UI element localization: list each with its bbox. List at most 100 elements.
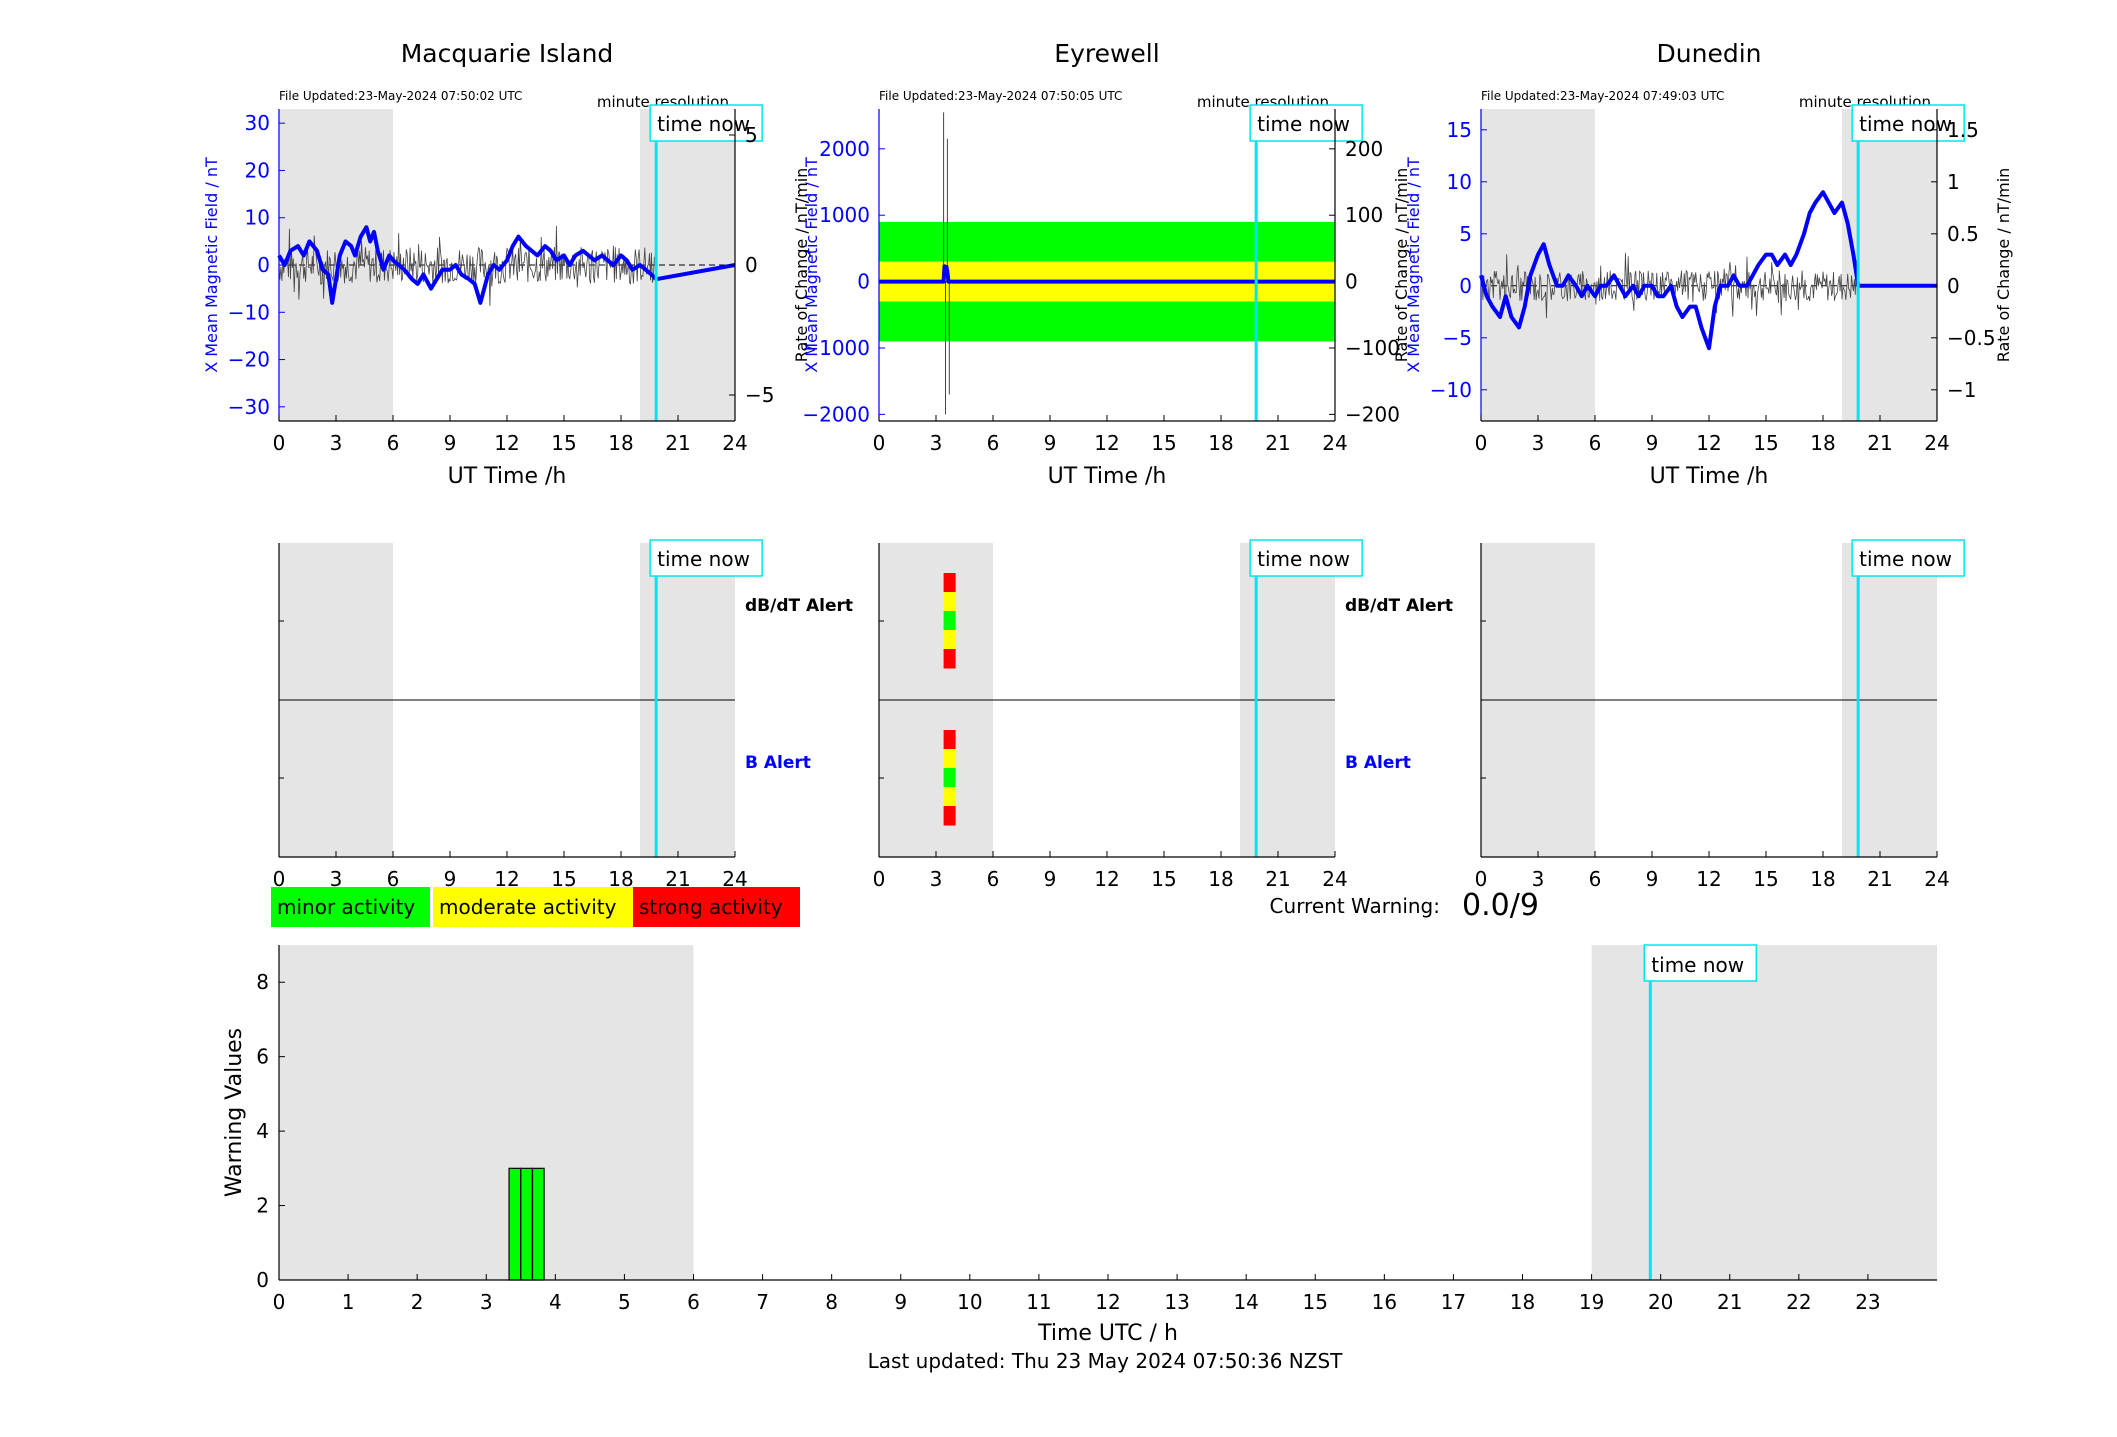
x-tick-label: 4 xyxy=(549,1290,562,1314)
y-left-tick-label: 0 xyxy=(857,270,870,294)
night-shading xyxy=(1591,945,1937,1280)
file-updated-label: File Updated:23-May-2024 07:50:05 UTC xyxy=(879,89,1122,103)
alert-block-minor xyxy=(943,768,956,788)
x-tick-label: 21 xyxy=(665,431,690,455)
x-tick-label: 1 xyxy=(342,1290,355,1314)
x-tick-label: 6 xyxy=(987,867,1000,891)
y-left-tick-label: 10 xyxy=(245,206,270,230)
y-right-tick-label: 0 xyxy=(1947,274,1960,298)
y-right-axis-label: Rate of Change / nT/min xyxy=(1392,168,1411,363)
field-panel-2: Eyrewell File Updated:23-May-2024 07:50:0… xyxy=(802,39,1411,489)
x-tick-label: 11 xyxy=(1026,1290,1051,1314)
x-tick-label: 18 xyxy=(1208,867,1233,891)
y-left-tick-label: 5 xyxy=(1459,222,1472,246)
time-now-label: time now xyxy=(1859,547,1952,571)
y-right-tick-label: 0 xyxy=(745,253,758,277)
x-tick-label: 15 xyxy=(1753,431,1778,455)
alert-block-strong xyxy=(943,806,956,826)
legend-minor-swatch xyxy=(271,887,430,927)
x-tick-label: 7 xyxy=(756,1290,769,1314)
y-left-tick-label: 10 xyxy=(1447,170,1472,194)
x-tick-label: 0 xyxy=(273,867,286,891)
y-right-tick-label: 100 xyxy=(1345,203,1383,227)
x-tick-label: 12 xyxy=(1094,431,1119,455)
x-tick-label: 9 xyxy=(444,431,457,455)
x-tick-label: 19 xyxy=(1579,1290,1604,1314)
y-tick-label: 4 xyxy=(256,1119,269,1143)
warning-bar xyxy=(508,1167,522,1281)
activity-legend: minor activity moderate activity strong ac… xyxy=(271,887,800,927)
y-right-tick-label: −200 xyxy=(1345,402,1400,426)
x-tick-label: 21 xyxy=(1717,1290,1742,1314)
alert-block-moderate xyxy=(943,592,956,612)
x-tick-label: 21 xyxy=(1265,867,1290,891)
alert-panel-2: time now 0 3 6 9 12 15 18 21 24 dB/dT Alert B Alert xyxy=(873,539,1453,891)
x-tick-label: 0 xyxy=(873,867,886,891)
y-left-tick-label: −10 xyxy=(1430,378,1472,402)
x-tick-label: 9 xyxy=(1044,431,1057,455)
field-panel-1: Macquarie Island File Updated:23-May-2024… xyxy=(202,39,811,489)
time-now-label: time now xyxy=(1257,547,1350,571)
x-tick-label: 3 xyxy=(330,431,343,455)
y-left-tick-label: 15 xyxy=(1447,118,1472,142)
x-tick-label: 15 xyxy=(1303,1290,1328,1314)
time-now-box xyxy=(649,539,763,577)
x-tick-label: 0 xyxy=(273,1290,286,1314)
alert-block-strong xyxy=(943,573,956,593)
y-right-tick-label: 1.5 xyxy=(1947,118,1979,142)
x-tick-label: 24 xyxy=(1924,867,1949,891)
x-tick-label: 14 xyxy=(1233,1290,1258,1314)
y-tick-label: 6 xyxy=(256,1045,269,1069)
y-left-tick-label: −2000 xyxy=(802,402,870,426)
x-tick-label: 5 xyxy=(618,1290,631,1314)
time-now-label: time now xyxy=(1859,112,1952,136)
x-tick-label: 24 xyxy=(722,431,747,455)
x-axis-label: UT Time /h xyxy=(448,464,567,489)
x-tick-label: 0 xyxy=(1475,867,1488,891)
x-tick-label: 3 xyxy=(1532,867,1545,891)
panel-title: Macquarie Island xyxy=(401,39,614,68)
y-left-tick-label: 1000 xyxy=(819,203,870,227)
alert-block-moderate xyxy=(943,749,956,769)
time-now-box xyxy=(1851,539,1965,577)
current-warning-value: 0.0/9 xyxy=(1462,888,1539,923)
x-axis-label: UT Time /h xyxy=(1048,464,1167,489)
alert-block-strong xyxy=(943,730,956,750)
x-tick-label: 12 xyxy=(494,431,519,455)
x-tick-label: 6 xyxy=(387,867,400,891)
alert-panels: time now 0 3 6 9 12 15 18 21 24 dB/dT Alert B Alert… xyxy=(273,539,1965,891)
dbdt-alert-label: dB/dT Alert xyxy=(745,596,853,616)
y-tick-label: 8 xyxy=(256,970,269,994)
time-now-box xyxy=(1851,104,1965,142)
x-tick-label: 9 xyxy=(894,1290,907,1314)
y-right-tick-label: 0.5 xyxy=(1947,222,1979,246)
panel-title: Dunedin xyxy=(1657,39,1762,68)
x-tick-label: 24 xyxy=(1322,867,1347,891)
time-now-box xyxy=(1643,944,1758,982)
x-tick-label: 12 xyxy=(1696,867,1721,891)
x-tick-label: 6 xyxy=(387,431,400,455)
y-tick-label: 0 xyxy=(256,1268,269,1292)
x-tick-label: 9 xyxy=(444,867,457,891)
y-left-tick-label: 2000 xyxy=(819,137,870,161)
x-tick-label: 18 xyxy=(608,431,633,455)
y-right-axis-label: Rate of Change / nT/min xyxy=(792,168,811,363)
file-updated-label: File Updated:23-May-2024 07:49:03 UTC xyxy=(1481,89,1724,103)
y-left-tick-label: 0 xyxy=(1459,274,1472,298)
y-right-tick-label: −0.5 xyxy=(1947,326,1996,350)
warning-bar xyxy=(531,1167,545,1281)
panel-title: Eyrewell xyxy=(1054,39,1159,68)
y-left-tick-label: 0 xyxy=(257,253,270,277)
y-tick-label: 2 xyxy=(256,1194,269,1218)
rate-of-change-line xyxy=(278,225,656,306)
x-tick-label: 15 xyxy=(1753,867,1778,891)
x-tick-label: 22 xyxy=(1786,1290,1811,1314)
y-left-tick-label: −30 xyxy=(228,395,270,419)
x-tick-label: 0 xyxy=(1475,431,1488,455)
alert-block-strong xyxy=(943,649,956,669)
x-tick-label: 10 xyxy=(957,1290,982,1314)
x-tick-label: 3 xyxy=(1532,431,1545,455)
y-right-tick-label: 200 xyxy=(1345,137,1383,161)
x-tick-label: 13 xyxy=(1164,1290,1189,1314)
